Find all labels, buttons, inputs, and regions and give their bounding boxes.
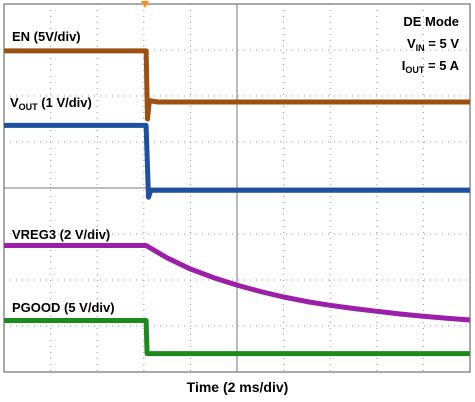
- en-trace: [4, 48, 470, 122]
- traces: [4, 48, 471, 357]
- mode-label: DE Mode: [403, 14, 459, 29]
- x-axis-label: Time (2 ms/div): [186, 379, 289, 395]
- pgood-trace: [4, 318, 470, 357]
- label-vout: VOUT (1 V/div): [10, 95, 92, 112]
- vout-trace: [4, 122, 470, 200]
- vreg3-trace: [4, 243, 471, 323]
- vin-label: VIN = 5 V: [407, 36, 459, 53]
- label-vreg3: VREG3 (2 V/div): [12, 227, 110, 242]
- iout-label: IOUT = 5 A: [402, 58, 460, 75]
- label-en: EN (5V/div): [12, 29, 81, 44]
- label-pgood: PGOOD (5 V/div): [12, 300, 115, 315]
- trigger-marker: [141, 1, 149, 8]
